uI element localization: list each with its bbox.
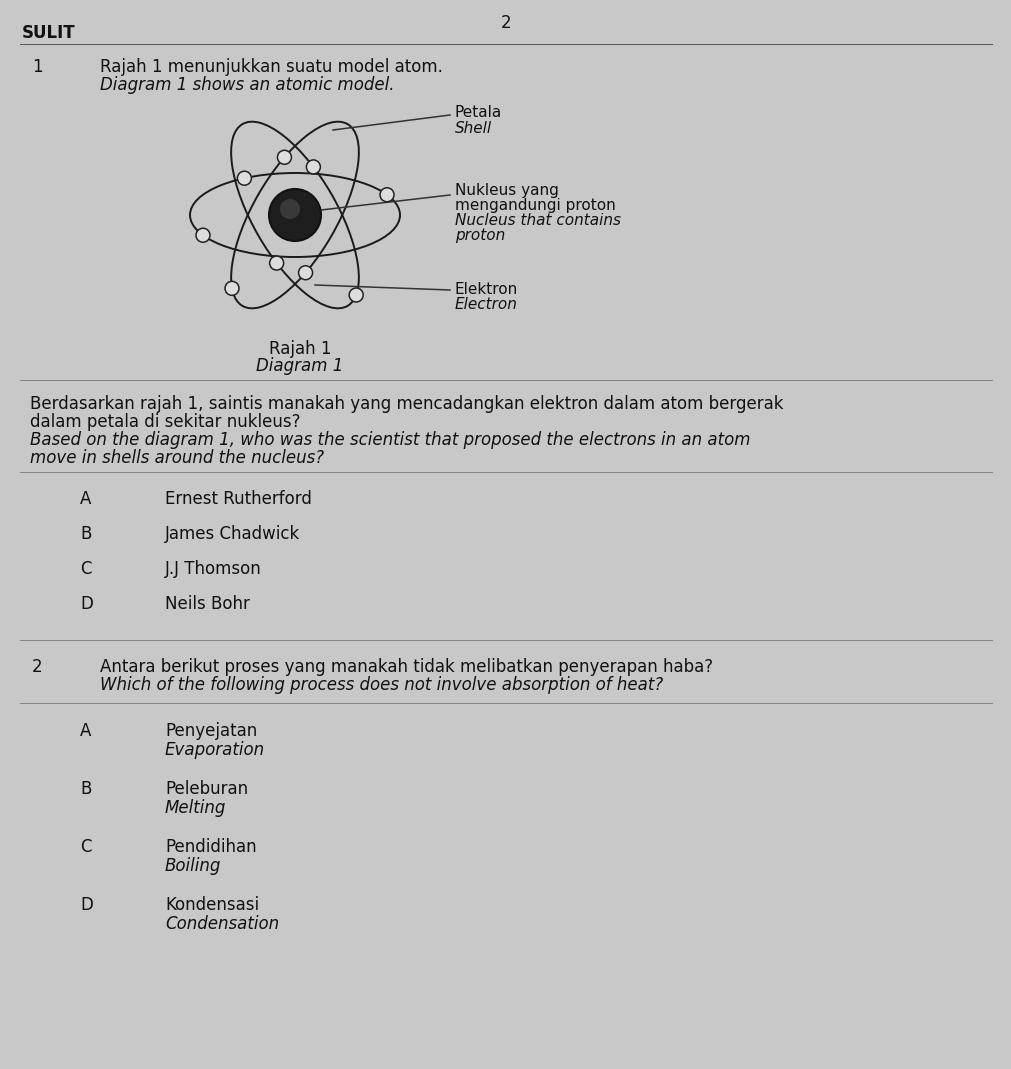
Text: Diagram 1 shows an atomic model.: Diagram 1 shows an atomic model. [100,76,394,94]
Text: Electron: Electron [455,297,518,312]
Text: 1: 1 [32,58,42,76]
Circle shape [269,257,283,270]
Text: Diagram 1: Diagram 1 [256,357,344,375]
Text: Condensation: Condensation [165,915,279,933]
Circle shape [196,229,209,243]
Text: Neils Bohr: Neils Bohr [165,595,250,613]
Text: A: A [80,490,91,508]
Text: Which of the following process does not involve absorption of heat?: Which of the following process does not … [100,676,662,694]
Circle shape [224,281,239,295]
Text: A: A [80,722,91,740]
Text: C: C [80,838,91,856]
Text: Pendidihan: Pendidihan [165,838,257,856]
Text: Shell: Shell [455,121,491,136]
Text: mengandungi proton: mengandungi proton [455,198,615,213]
Text: Ernest Rutherford: Ernest Rutherford [165,490,311,508]
Circle shape [280,199,299,219]
Circle shape [349,288,363,303]
Text: Elektron: Elektron [455,282,518,297]
Text: Nucleus that contains: Nucleus that contains [455,213,621,228]
Text: Petala: Petala [455,105,501,120]
Circle shape [380,188,393,202]
Text: Peleburan: Peleburan [165,780,248,797]
Text: James Chadwick: James Chadwick [165,525,300,543]
Text: move in shells around the nucleus?: move in shells around the nucleus? [30,449,324,467]
Text: 2: 2 [32,659,42,676]
Text: Antara berikut proses yang manakah tidak melibatkan penyerapan haba?: Antara berikut proses yang manakah tidak… [100,659,713,676]
Text: Penyejatan: Penyejatan [165,722,257,740]
Text: SULIT: SULIT [22,24,76,42]
Text: Based on the diagram 1, who was the scientist that proposed the electrons in an : Based on the diagram 1, who was the scie… [30,431,750,449]
Circle shape [277,151,291,165]
Text: proton: proton [455,228,504,243]
Text: Evaporation: Evaporation [165,741,265,759]
Circle shape [269,189,320,241]
Text: Rajah 1 menunjukkan suatu model atom.: Rajah 1 menunjukkan suatu model atom. [100,58,443,76]
Text: Boiling: Boiling [165,857,221,876]
Text: Berdasarkan rajah 1, saintis manakah yang mencadangkan elektron dalam atom berge: Berdasarkan rajah 1, saintis manakah yan… [30,396,783,413]
Text: Kondensasi: Kondensasi [165,896,259,914]
Text: B: B [80,525,91,543]
Text: B: B [80,780,91,797]
Text: J.J Thomson: J.J Thomson [165,560,262,578]
Text: Rajah 1: Rajah 1 [269,340,331,358]
Text: D: D [80,896,93,914]
Text: Melting: Melting [165,799,226,817]
Circle shape [298,266,312,280]
Text: D: D [80,595,93,613]
Text: 2: 2 [500,14,511,32]
Circle shape [238,171,251,185]
Text: Nukleus yang: Nukleus yang [455,183,558,198]
Text: C: C [80,560,91,578]
Circle shape [306,160,320,174]
Text: dalam petala di sekitar nukleus?: dalam petala di sekitar nukleus? [30,413,300,431]
